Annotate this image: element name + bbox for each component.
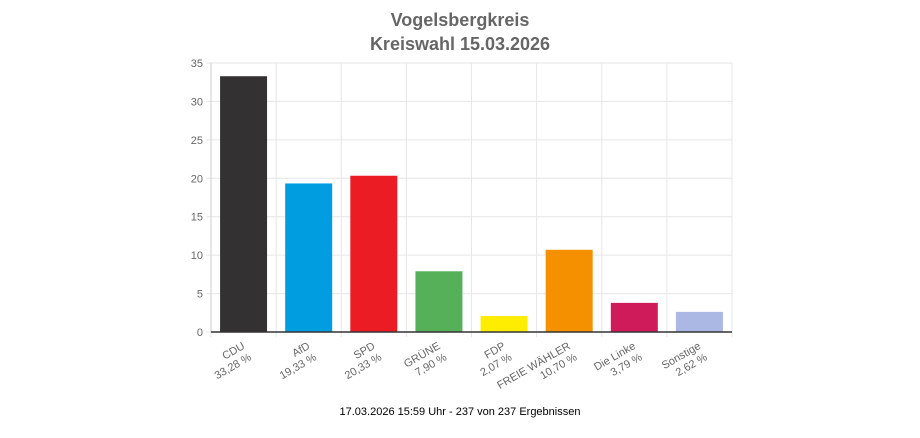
y-tick-label: 35 (191, 58, 203, 70)
y-tick-label: 15 (191, 212, 203, 224)
bar-freie-wähler (545, 249, 593, 332)
bar-die-linke (610, 302, 658, 332)
y-tick-label: 25 (191, 135, 203, 147)
x-tick-label: Die Linke3,79 % (592, 340, 644, 385)
bar-spd (350, 175, 398, 332)
x-tick-label: GRÜNE7,90 % (402, 340, 449, 382)
chart-subtitle: Kreiswahl 15.03.2026 (369, 34, 551, 54)
bar-grüne (415, 271, 463, 332)
x-tick-label: CDU33,28 % (206, 340, 254, 382)
y-tick-label: 20 (191, 173, 203, 185)
y-tick-label: 30 (191, 96, 203, 108)
x-tick-label: SPD20,33 % (336, 340, 384, 382)
y-tick-label: 5 (197, 289, 203, 301)
bar-fdp (480, 316, 528, 332)
bar-cdu (220, 76, 268, 333)
x-tick-label: FREIE WÄHLER10,70 % (495, 340, 579, 403)
y-tick-label: 10 (191, 250, 203, 262)
bar-afd (285, 183, 333, 332)
bar-sonstige (675, 311, 723, 332)
y-tick-label: 0 (197, 327, 203, 339)
chart-title: Vogelsbergkreis (390, 10, 530, 30)
x-tick-label: Sonstige2,62 % (660, 340, 710, 383)
x-tick-label: AfD19,33 % (271, 340, 319, 382)
chart-footer: 17.03.2026 15:59 Uhr - 237 von 237 Ergeb… (339, 406, 581, 418)
